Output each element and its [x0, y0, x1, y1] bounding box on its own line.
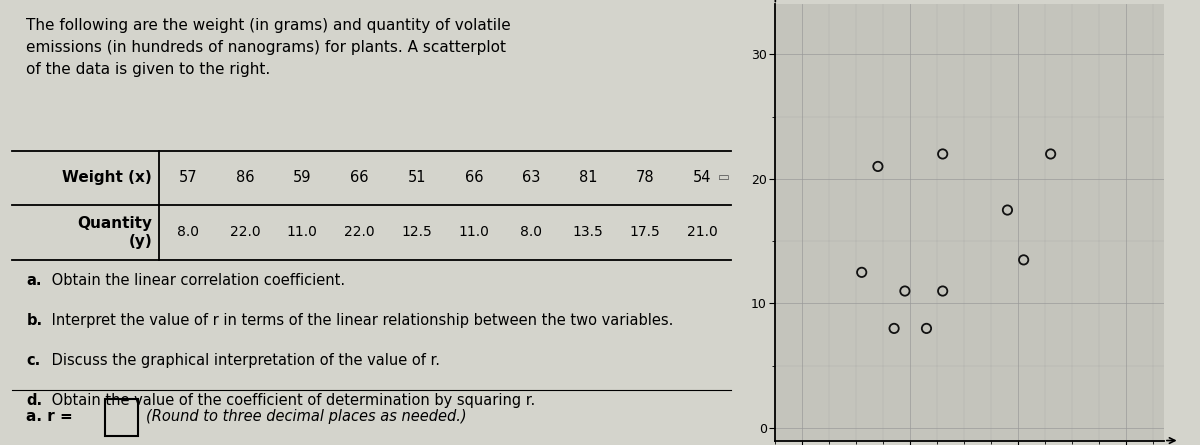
Text: a. r =: a. r =	[26, 409, 73, 424]
Text: 59: 59	[293, 170, 312, 185]
Text: 51: 51	[407, 170, 426, 185]
Point	[917, 325, 936, 332]
Text: 54: 54	[694, 170, 712, 185]
Text: 13.5: 13.5	[572, 225, 604, 239]
Text: 86: 86	[236, 170, 254, 185]
Point	[869, 163, 888, 170]
Text: 78: 78	[636, 170, 654, 185]
Point	[895, 287, 914, 295]
Point	[1042, 150, 1061, 158]
Text: 66: 66	[350, 170, 368, 185]
Text: 57: 57	[179, 170, 197, 185]
Text: 11.0: 11.0	[287, 225, 318, 239]
Text: 8.0: 8.0	[520, 225, 542, 239]
Text: Weight (x): Weight (x)	[62, 170, 152, 185]
Text: Quantity
(y): Quantity (y)	[77, 216, 152, 248]
Text: a.: a.	[26, 273, 42, 287]
Point	[934, 287, 953, 295]
FancyBboxPatch shape	[106, 399, 138, 436]
Text: 22.0: 22.0	[230, 225, 260, 239]
Point	[884, 325, 904, 332]
Text: c.: c.	[26, 353, 41, 368]
Text: The following are the weight (in grams) and quantity of volatile
emissions (in h: The following are the weight (in grams) …	[26, 17, 511, 77]
Text: 81: 81	[578, 170, 598, 185]
Text: 63: 63	[522, 170, 540, 185]
Point	[852, 269, 871, 276]
Text: 22.0: 22.0	[344, 225, 374, 239]
Text: Interpret the value of r in terms of the linear relationship between the two var: Interpret the value of r in terms of the…	[47, 313, 673, 328]
Text: 17.5: 17.5	[630, 225, 661, 239]
Text: 21.0: 21.0	[688, 225, 718, 239]
Text: ▭: ▭	[714, 171, 730, 184]
Text: 12.5: 12.5	[401, 225, 432, 239]
Text: 66: 66	[464, 170, 484, 185]
Point	[1014, 256, 1033, 263]
Text: d.: d.	[26, 393, 42, 408]
Text: 11.0: 11.0	[458, 225, 490, 239]
Text: 8.0: 8.0	[176, 225, 199, 239]
Point	[934, 150, 953, 158]
Text: (Round to three decimal places as needed.): (Round to three decimal places as needed…	[146, 409, 467, 424]
Text: Obtain the value of the coefficient of determination by squaring r.: Obtain the value of the coefficient of d…	[47, 393, 535, 408]
Text: Obtain the linear correlation coefficient.: Obtain the linear correlation coefficien…	[47, 273, 344, 287]
Text: b.: b.	[26, 313, 42, 328]
Text: Discuss the graphical interpretation of the value of r.: Discuss the graphical interpretation of …	[47, 353, 439, 368]
Point	[998, 206, 1018, 214]
